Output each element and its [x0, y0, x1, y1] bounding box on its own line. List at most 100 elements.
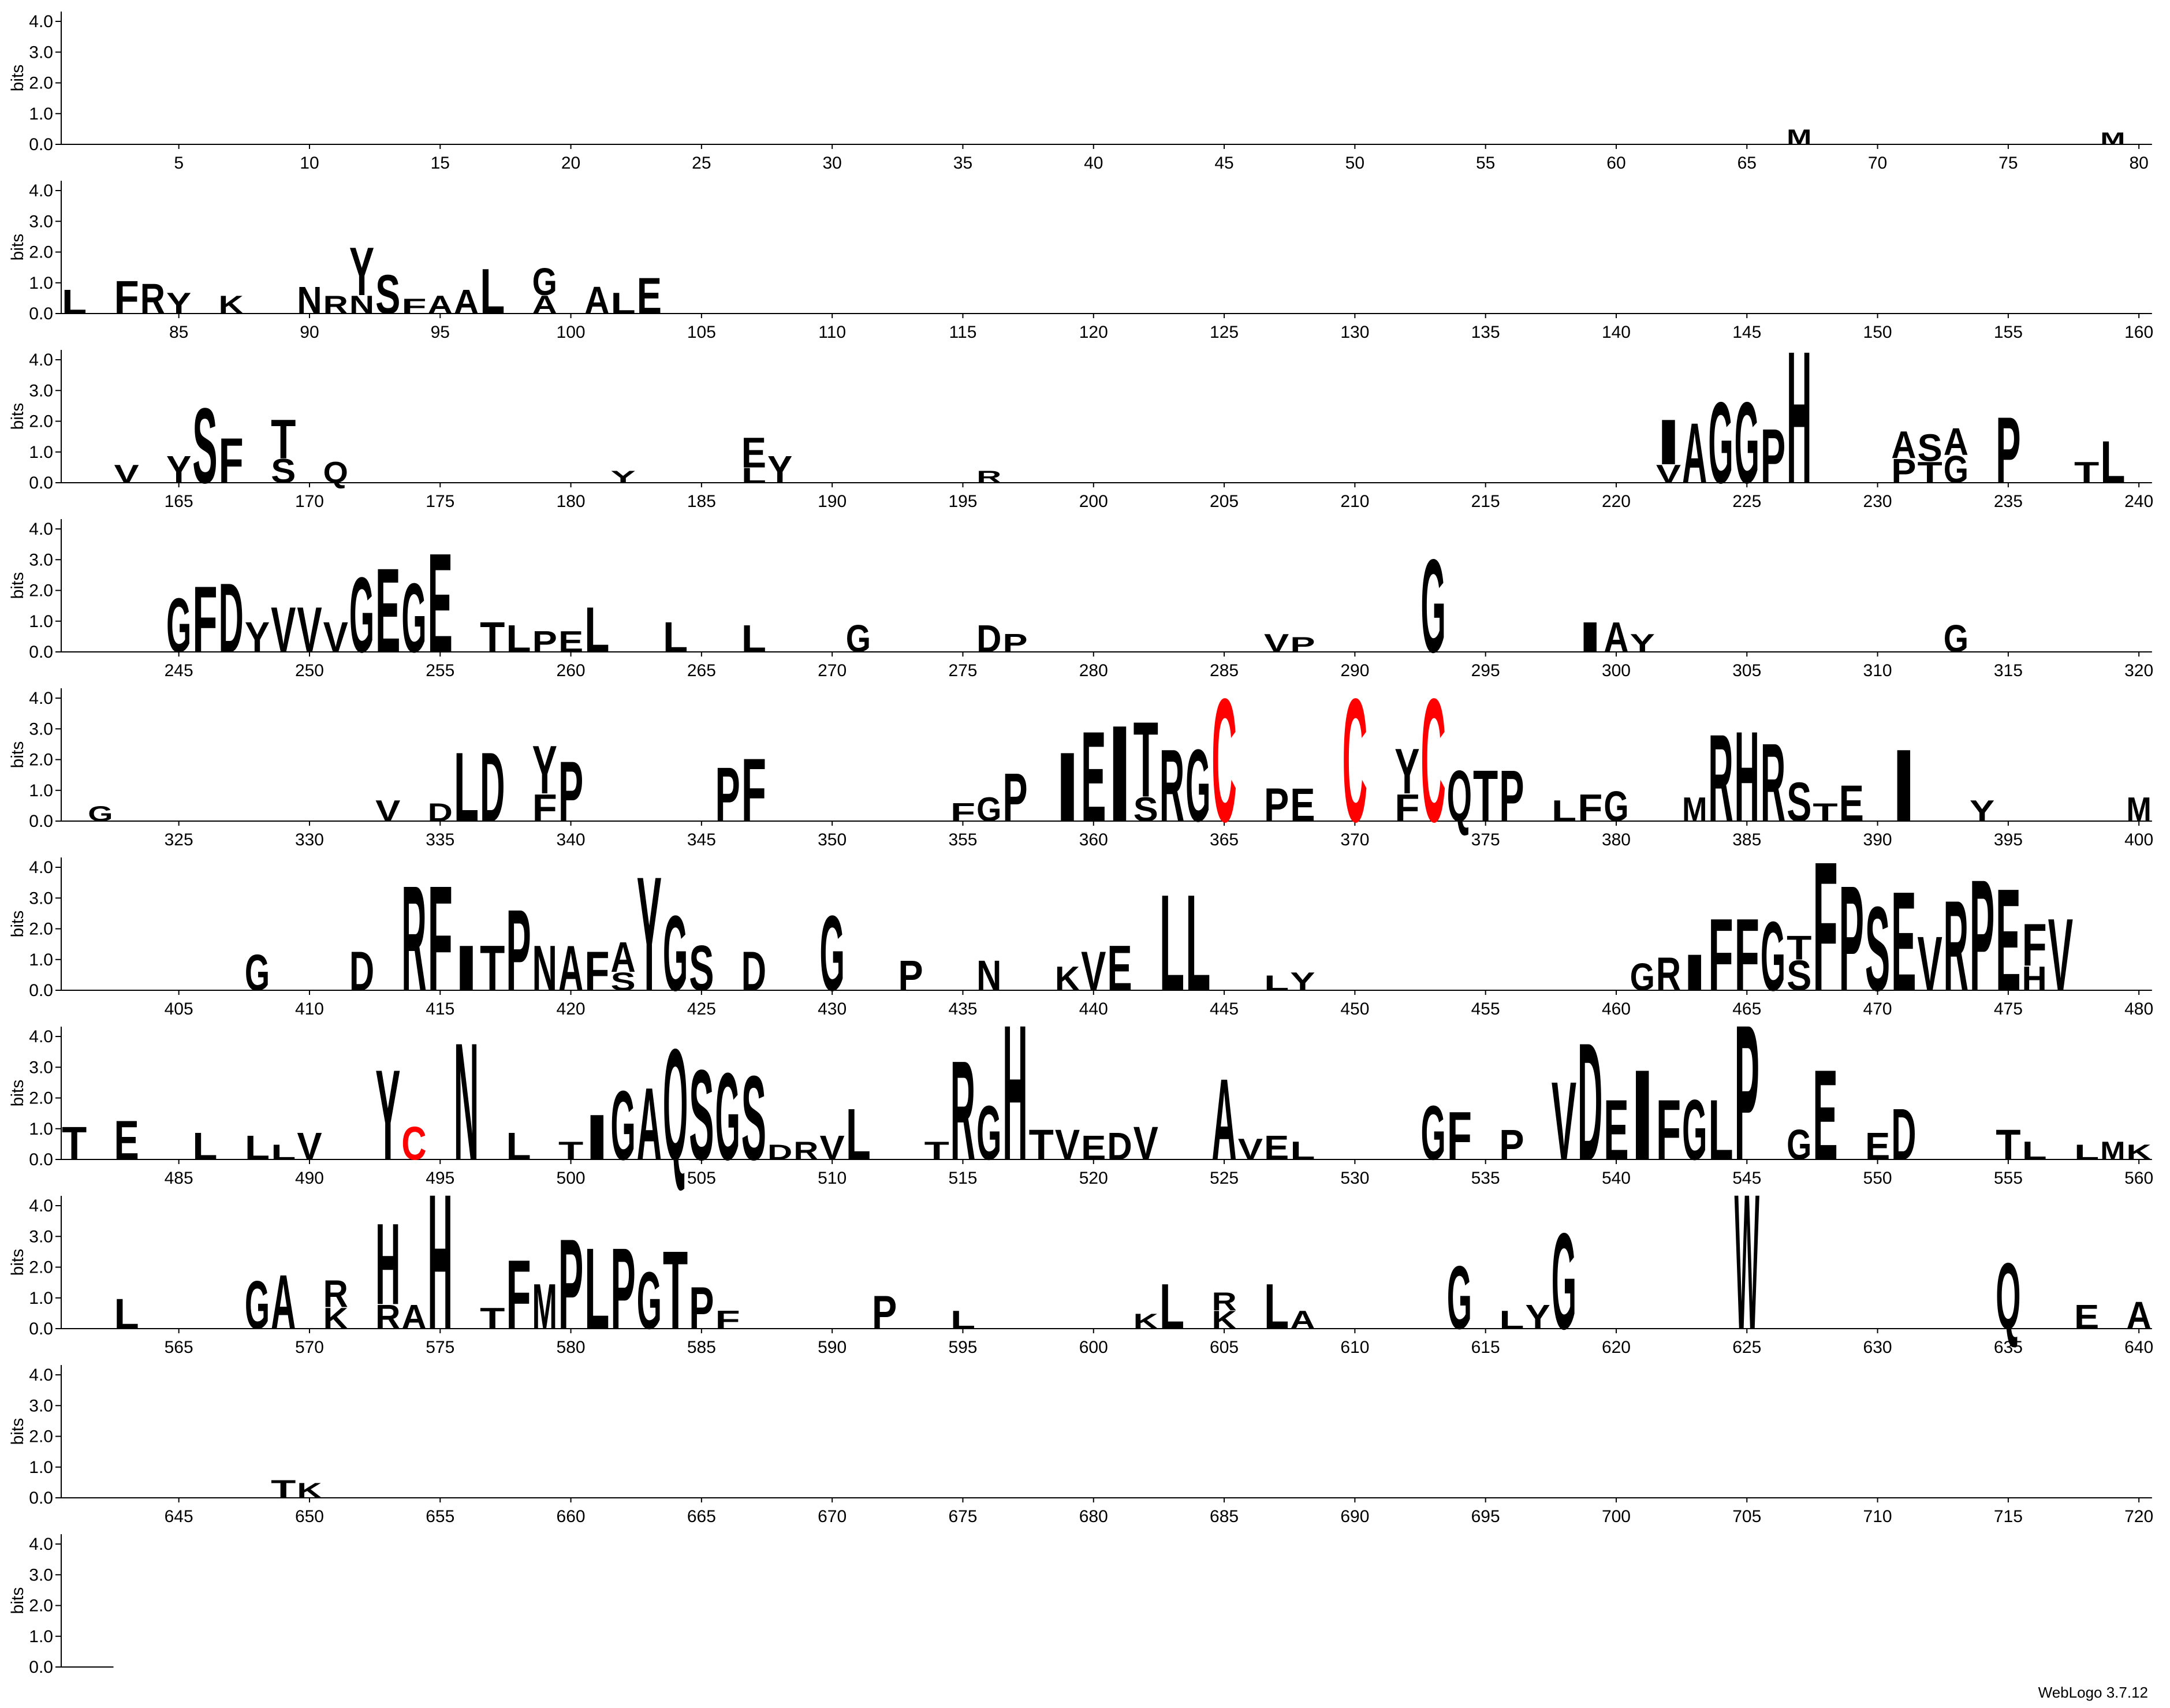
logo-letter: Y	[1395, 736, 1419, 808]
logo-letter: P	[506, 885, 531, 1015]
logo-letter: L	[2100, 428, 2125, 495]
logo-letter: T	[271, 1474, 296, 1504]
logo-letter: F	[401, 294, 426, 318]
logo-letter: V	[1081, 940, 1106, 1002]
logo-letter: D	[1891, 1093, 1916, 1175]
logo-letter: H	[2022, 959, 2047, 998]
logo-letter: K	[219, 290, 244, 319]
logo-letter: V	[1134, 1117, 1158, 1170]
logo-letter: Y	[1290, 967, 1315, 996]
logo-letter: P	[1264, 778, 1289, 831]
logo-letter: G	[976, 1090, 1001, 1176]
logo-letter: D	[219, 564, 244, 674]
logo-letter: T	[663, 1228, 688, 1352]
logo-letter: V	[1055, 1121, 1080, 1169]
logo-letter: T	[1473, 755, 1498, 837]
x-tick-label: 260	[557, 661, 586, 680]
y-tick-label: 3.0	[29, 550, 53, 569]
logo-letter: A	[610, 934, 635, 982]
x-tick-label: 120	[1079, 323, 1108, 342]
x-tick-label: 470	[1863, 1000, 1892, 1019]
logo-letter: V	[271, 594, 296, 666]
logo-letter: Y	[1970, 795, 1994, 828]
x-tick-label: 280	[1079, 661, 1108, 680]
logo-letter: L	[741, 463, 766, 487]
logo-letter: E	[1813, 1043, 1837, 1187]
logo-letter: Y	[375, 1043, 400, 1187]
x-tick-label: 350	[818, 830, 847, 849]
y-tick-label: 1.0	[29, 612, 53, 631]
logo-letter: L	[2074, 1140, 2099, 1163]
logo-letter: I	[454, 932, 479, 1004]
y-tick-label: 4.0	[29, 12, 53, 31]
logo-letter: G	[1761, 901, 1785, 1011]
logo-letter: G	[401, 562, 426, 673]
logo-letter: L	[1159, 867, 1184, 1020]
x-tick-label: 335	[426, 830, 454, 849]
y-tick-label: 4.0	[29, 689, 53, 708]
x-tick-label: 290	[1340, 661, 1369, 680]
x-tick-label: 550	[1863, 1169, 1892, 1188]
logo-letter: G	[663, 894, 688, 1013]
logo-letter: C	[1421, 662, 1446, 859]
logo-letter: T	[1029, 1121, 1054, 1169]
logo-letter: A	[558, 932, 583, 1004]
y-axis-label: bits	[8, 911, 27, 938]
logo-letter: L	[1708, 1082, 1733, 1178]
x-tick-label: 45	[1214, 154, 1233, 173]
logo-letter: M	[2100, 129, 2125, 148]
x-tick-label: 240	[2124, 492, 2153, 511]
logo-letter: P	[689, 1274, 714, 1341]
logo-letter: P	[872, 1286, 897, 1339]
logo-letter: S	[1134, 790, 1158, 829]
x-tick-label: 625	[1732, 1338, 1761, 1357]
logo-letter: L	[480, 255, 505, 327]
y-tick-label: 3.0	[29, 1227, 53, 1246]
logo-letter: L	[506, 617, 531, 661]
x-tick-label: 630	[1863, 1338, 1892, 1357]
logo-letter: E	[637, 267, 662, 325]
x-tick-label: 600	[1079, 1338, 1108, 1357]
x-tick-label: 295	[1471, 661, 1500, 680]
x-tick-label: 505	[687, 1169, 716, 1188]
y-tick-label: 1.0	[29, 1627, 53, 1646]
x-tick-label: 315	[1994, 661, 2023, 680]
x-tick-label: 640	[2124, 1338, 2153, 1357]
logo-letter: A	[1604, 614, 1628, 662]
logo-letter: E	[1264, 1129, 1289, 1167]
logo-letter: T	[480, 613, 505, 661]
y-axis-label: bits	[8, 403, 27, 430]
x-tick-label: 140	[1602, 323, 1631, 342]
logo-letter: R	[140, 275, 165, 323]
logo-letter: D	[349, 940, 374, 1002]
logo-letter: T	[271, 408, 296, 470]
logo-letter: E	[558, 625, 583, 659]
x-tick-label: 410	[295, 1000, 324, 1019]
x-tick-label: 515	[948, 1169, 977, 1188]
logo-letter: P	[1002, 759, 1027, 836]
logo-letter: G	[820, 894, 845, 1013]
logo-letter: F	[2022, 911, 2047, 979]
x-tick-label: 700	[1602, 1507, 1631, 1526]
logo-letter: P	[1996, 398, 2020, 504]
logo-letter: F	[1656, 1082, 1681, 1178]
logo-letter: L	[1264, 971, 1289, 994]
logo-letter: S	[741, 1050, 766, 1185]
y-tick-label: 3.0	[29, 719, 53, 739]
x-tick-label: 385	[1732, 830, 1761, 849]
logo-letter: E	[1107, 933, 1132, 1005]
x-tick-label: 430	[818, 1000, 847, 1019]
logo-letter: S	[1917, 426, 1942, 469]
y-tick-label: 3.0	[29, 1565, 53, 1584]
x-tick-label: 590	[818, 1338, 847, 1357]
logo-letter: L	[741, 617, 766, 661]
y-tick-label: 4.0	[29, 858, 53, 877]
logo-letter: K	[2127, 1140, 2152, 1164]
logo-letter: A	[1682, 405, 1707, 502]
logo-letter: E	[428, 525, 453, 683]
x-tick-label: 465	[1732, 1000, 1761, 1019]
logo-letter: S	[192, 386, 217, 506]
logo-letter: P	[1002, 629, 1027, 658]
logo-letter: V	[114, 460, 139, 488]
logo-letter: G	[1185, 728, 1210, 844]
